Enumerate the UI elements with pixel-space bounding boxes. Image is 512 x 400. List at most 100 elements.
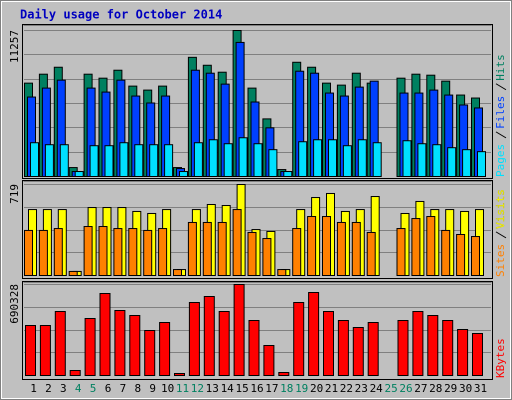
legend: Sites Visits (494, 189, 507, 277)
bar (336, 221, 346, 277)
x-tick-label: 3 (60, 382, 67, 395)
chart-title: Daily usage for October 2014 (20, 8, 222, 22)
bar (457, 329, 469, 376)
x-tick-label: 15 (235, 382, 248, 395)
bar (54, 311, 66, 376)
bar (187, 221, 197, 277)
bar (164, 144, 174, 177)
bar (351, 221, 361, 277)
bar (456, 233, 466, 276)
bar (313, 139, 323, 178)
bar (99, 293, 111, 377)
bar (223, 143, 233, 178)
bar (25, 325, 36, 377)
legend-separator (495, 231, 507, 239)
bar (262, 238, 272, 277)
legend-label: KBytes (494, 338, 507, 378)
bar (218, 311, 230, 376)
x-tick-label: 31 (474, 382, 487, 395)
bar (352, 327, 364, 377)
bar (179, 171, 188, 178)
bar (113, 228, 123, 277)
bar (149, 144, 159, 177)
bar (24, 229, 33, 276)
bar (283, 171, 293, 178)
bar (98, 226, 108, 276)
bar (412, 311, 424, 376)
legend-separator (495, 83, 507, 91)
bar (471, 236, 480, 276)
bar (342, 145, 352, 178)
x-tick-label: 20 (310, 382, 323, 395)
bar (238, 137, 248, 177)
bar (202, 221, 212, 277)
bar (247, 231, 257, 277)
bar (74, 171, 84, 178)
x-tick-label: 24 (370, 382, 384, 395)
bar (462, 149, 472, 178)
x-tick-label: 10 (161, 382, 174, 395)
x-tick-label: 27 (414, 382, 427, 395)
bar (39, 325, 51, 377)
legend-label: Sites (494, 244, 507, 277)
bar (307, 216, 317, 276)
x-tick-label: 5 (90, 382, 97, 395)
x-tick-label: 12 (191, 382, 204, 395)
bar (232, 209, 242, 276)
legend-label: Visits (494, 189, 507, 229)
bar (447, 147, 457, 177)
bar (293, 302, 305, 376)
bar (38, 229, 48, 276)
bar (158, 228, 168, 277)
x-tick-label: 13 (206, 382, 219, 395)
bar (441, 229, 451, 276)
x-tick-label: 19 (295, 382, 308, 395)
x-tick-label: 9 (149, 382, 156, 395)
legend-label: Pages (494, 144, 507, 177)
bar (472, 333, 483, 376)
bar (411, 218, 421, 276)
bar (83, 226, 93, 276)
x-tick-label: 21 (325, 382, 338, 395)
bar (233, 284, 245, 376)
bar (248, 320, 260, 376)
bar (263, 345, 275, 377)
bar (337, 320, 349, 376)
x-tick-label: 25 (384, 382, 397, 395)
y-tick-label: 690328 (8, 284, 21, 324)
x-tick-label: 2 (45, 382, 52, 395)
x-tick-label: 6 (105, 382, 112, 395)
bar (427, 315, 439, 377)
bar (104, 145, 114, 178)
bar (278, 372, 290, 376)
x-tick-label: 30 (459, 382, 472, 395)
bar (193, 142, 203, 177)
legend-separator (495, 131, 507, 139)
bar (53, 228, 63, 277)
legend: KBytes (494, 338, 507, 378)
bar (30, 142, 39, 177)
bar (396, 228, 406, 277)
bar (159, 322, 171, 376)
bar (44, 144, 54, 177)
bar (292, 228, 302, 277)
x-tick-label: 4 (75, 382, 82, 395)
x-tick-label: 28 (429, 382, 442, 395)
y-tick-label: 11257 (8, 30, 21, 63)
bar (372, 142, 382, 177)
bar (426, 216, 436, 276)
bar (69, 370, 81, 376)
bar (143, 229, 153, 276)
legend-label: Hits (494, 54, 507, 81)
bar (268, 149, 278, 178)
bar (323, 311, 334, 376)
bar (417, 143, 427, 178)
bar (402, 140, 412, 178)
bar (322, 216, 331, 276)
legend-label: Files (494, 96, 507, 129)
bar (128, 228, 138, 277)
bar (134, 144, 144, 177)
bar (208, 139, 218, 178)
bar (442, 320, 454, 376)
